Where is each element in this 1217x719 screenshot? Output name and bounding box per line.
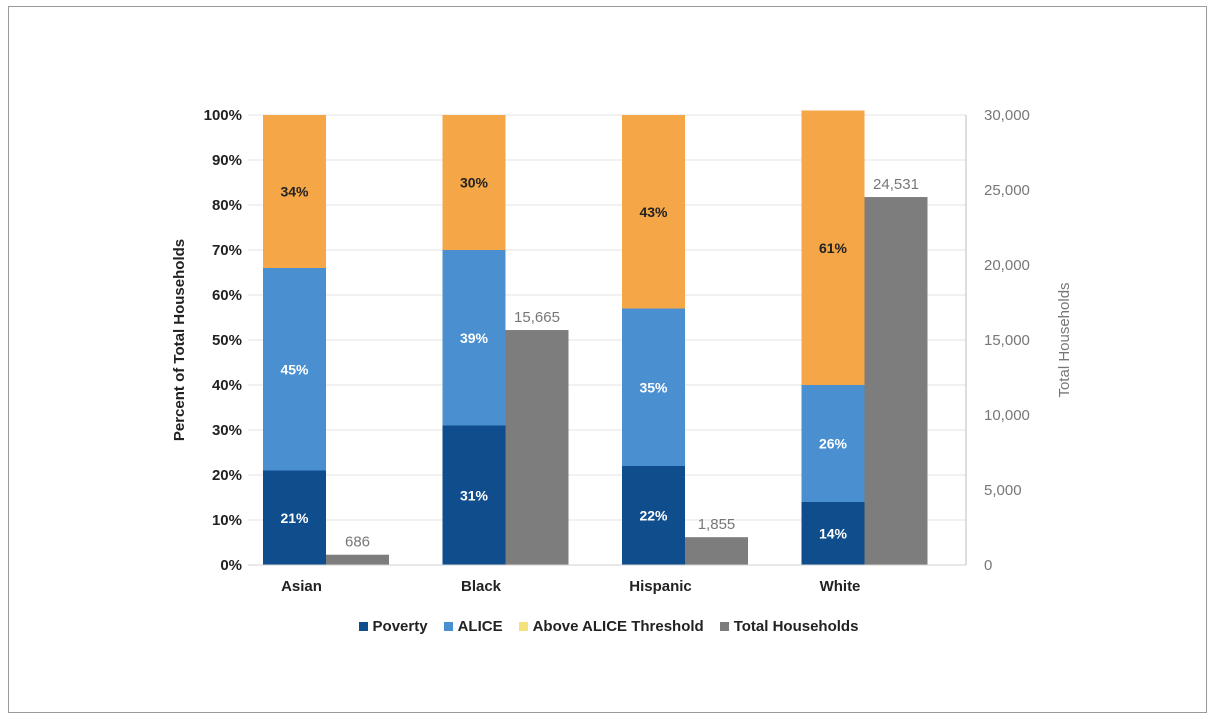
y-axis-title-left: Percent of Total Households bbox=[171, 239, 188, 441]
legend-item: Total Households bbox=[719, 618, 859, 635]
x-category-label: Asian bbox=[281, 578, 322, 595]
y-tick-label-left: 80% bbox=[212, 197, 242, 214]
total-households-label: 686 bbox=[345, 534, 370, 551]
y-tick-label-left: 10% bbox=[212, 512, 242, 529]
y-tick-label-left: 20% bbox=[212, 467, 242, 484]
y-tick-label-left: 100% bbox=[204, 107, 242, 124]
chart-frame bbox=[8, 6, 1207, 713]
bar-above-alice-threshold bbox=[442, 115, 506, 250]
bar-alice bbox=[442, 250, 506, 426]
total-households-label: 24,531 bbox=[873, 176, 919, 193]
y-tick-label-left: 90% bbox=[212, 152, 242, 169]
legend-label: Total Households bbox=[733, 618, 859, 635]
bar-data-label: 34% bbox=[280, 184, 309, 200]
y-tick-label-left: 0% bbox=[220, 557, 242, 574]
bar-poverty bbox=[263, 470, 326, 565]
bar-data-label: 22% bbox=[639, 508, 668, 524]
legend-swatch bbox=[443, 622, 453, 631]
bar-data-label: 30% bbox=[460, 175, 489, 191]
bar-poverty bbox=[442, 425, 506, 565]
legend-swatch bbox=[719, 622, 729, 631]
y-tick-label-right: 10,000 bbox=[984, 407, 1030, 424]
bar-data-label: 43% bbox=[639, 204, 668, 220]
bar-total-households bbox=[505, 330, 569, 565]
legend-swatch bbox=[518, 622, 528, 631]
x-category-label: Hispanic bbox=[629, 578, 692, 595]
y-tick-label-left: 40% bbox=[212, 377, 242, 394]
bar-alice bbox=[263, 268, 326, 471]
bar-total-households bbox=[685, 537, 748, 565]
bar-above-alice-threshold bbox=[801, 110, 865, 385]
x-category-label: White bbox=[820, 578, 861, 595]
y-tick-label-left: 60% bbox=[212, 287, 242, 304]
legend-label: Above ALICE Threshold bbox=[532, 618, 704, 635]
y-tick-label-left: 30% bbox=[212, 422, 242, 439]
bar-above-alice-threshold bbox=[622, 115, 685, 309]
bar-data-label: 45% bbox=[280, 361, 309, 377]
bar-data-label: 39% bbox=[460, 330, 489, 346]
total-households-label: 1,855 bbox=[698, 516, 736, 533]
bar-total-households bbox=[864, 197, 928, 565]
y-tick-label-right: 25,000 bbox=[984, 182, 1030, 199]
bar-data-label: 26% bbox=[819, 436, 848, 452]
x-category-label: Black bbox=[461, 578, 502, 595]
y-tick-label-left: 70% bbox=[212, 242, 242, 259]
bar-data-label: 14% bbox=[819, 526, 848, 542]
legend-item: Poverty bbox=[358, 618, 428, 635]
y-tick-label-right: 30,000 bbox=[984, 107, 1030, 124]
y-tick-label-right: 20,000 bbox=[984, 257, 1030, 274]
bar-alice bbox=[801, 385, 865, 502]
bar-poverty bbox=[622, 466, 685, 565]
legend-swatch bbox=[358, 622, 368, 631]
bar-poverty bbox=[801, 502, 865, 565]
y-axis-title-right: Total Households bbox=[1056, 282, 1073, 397]
y-tick-label-right: 15,000 bbox=[984, 332, 1030, 349]
legend-label: Poverty bbox=[372, 618, 428, 635]
bar-data-label: 31% bbox=[460, 487, 489, 503]
y-tick-label-left: 50% bbox=[212, 332, 242, 349]
chart-legend: Poverty ALICE Above ALICE Threshold Total H… bbox=[0, 618, 1217, 635]
total-households-label: 15,665 bbox=[514, 309, 560, 326]
legend-label: ALICE bbox=[457, 618, 503, 635]
legend-item: ALICE bbox=[443, 618, 503, 635]
bar-data-label: 61% bbox=[819, 240, 848, 256]
bar-data-label: 21% bbox=[280, 510, 309, 526]
y-tick-label-right: 5,000 bbox=[984, 482, 1022, 499]
y-tick-label-right: 0 bbox=[984, 557, 992, 574]
bar-data-label: 35% bbox=[639, 379, 668, 395]
bar-total-households bbox=[326, 554, 389, 565]
bar-alice bbox=[622, 308, 685, 466]
bar-above-alice-threshold bbox=[263, 115, 326, 268]
legend-item: Above ALICE Threshold bbox=[518, 618, 704, 635]
